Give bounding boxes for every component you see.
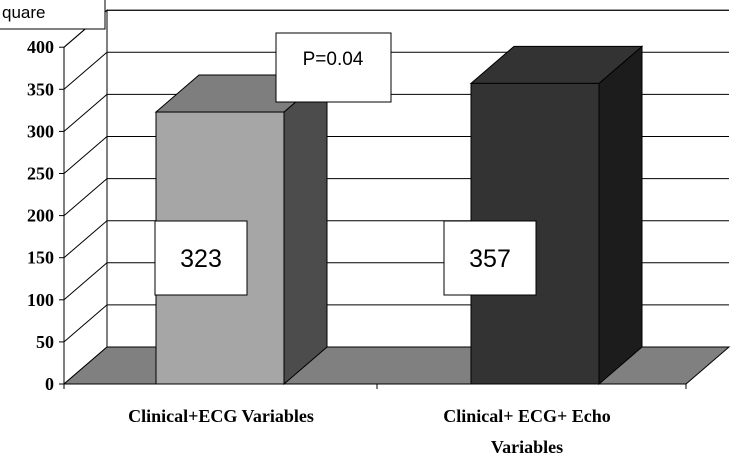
y-tick-label: 400 — [27, 37, 54, 57]
category-label: Clinical+ECG Variables — [128, 406, 314, 426]
value-label: 323 — [180, 245, 222, 273]
y-tick-label: 300 — [27, 121, 54, 141]
category-label: Variables — [491, 437, 563, 457]
y-tick-label: 200 — [27, 206, 54, 226]
gridline — [63, 9, 729, 48]
y-tick-label: 150 — [27, 248, 54, 268]
bars — [154, 45, 644, 386]
p-value-annotation: P=0.04 — [275, 32, 392, 103]
y-tick-label: 0 — [45, 374, 54, 394]
y-tick-label: 350 — [27, 79, 54, 99]
y-tick-label: 250 — [27, 164, 54, 184]
value-label-frame — [154, 220, 248, 296]
value-labels: 323 357 — [154, 220, 537, 296]
value-label: 357 — [469, 245, 511, 273]
y-axis-title-box: quare — [0, 0, 106, 30]
p-value-text: P=0.04 — [303, 49, 364, 70]
bar-side — [283, 73, 328, 386]
y-axis-ticks: 0 50 100 150 200 250 300 350 400 — [27, 37, 687, 394]
y-tick-label: 100 — [27, 290, 54, 310]
y-axis-title: quare — [2, 3, 45, 22]
bar-side — [598, 45, 643, 386]
bar-2 — [469, 45, 644, 386]
y-tick-label: 50 — [36, 332, 54, 352]
x-axis-categories: Clinical+ECG Variables Clinical+ ECG+ Ech… — [128, 406, 611, 457]
value-label-frame — [443, 220, 537, 296]
category-label: Clinical+ ECG+ Echo — [443, 406, 611, 426]
value-label-box: 323 — [154, 220, 248, 296]
value-label-box: 357 — [443, 220, 537, 296]
